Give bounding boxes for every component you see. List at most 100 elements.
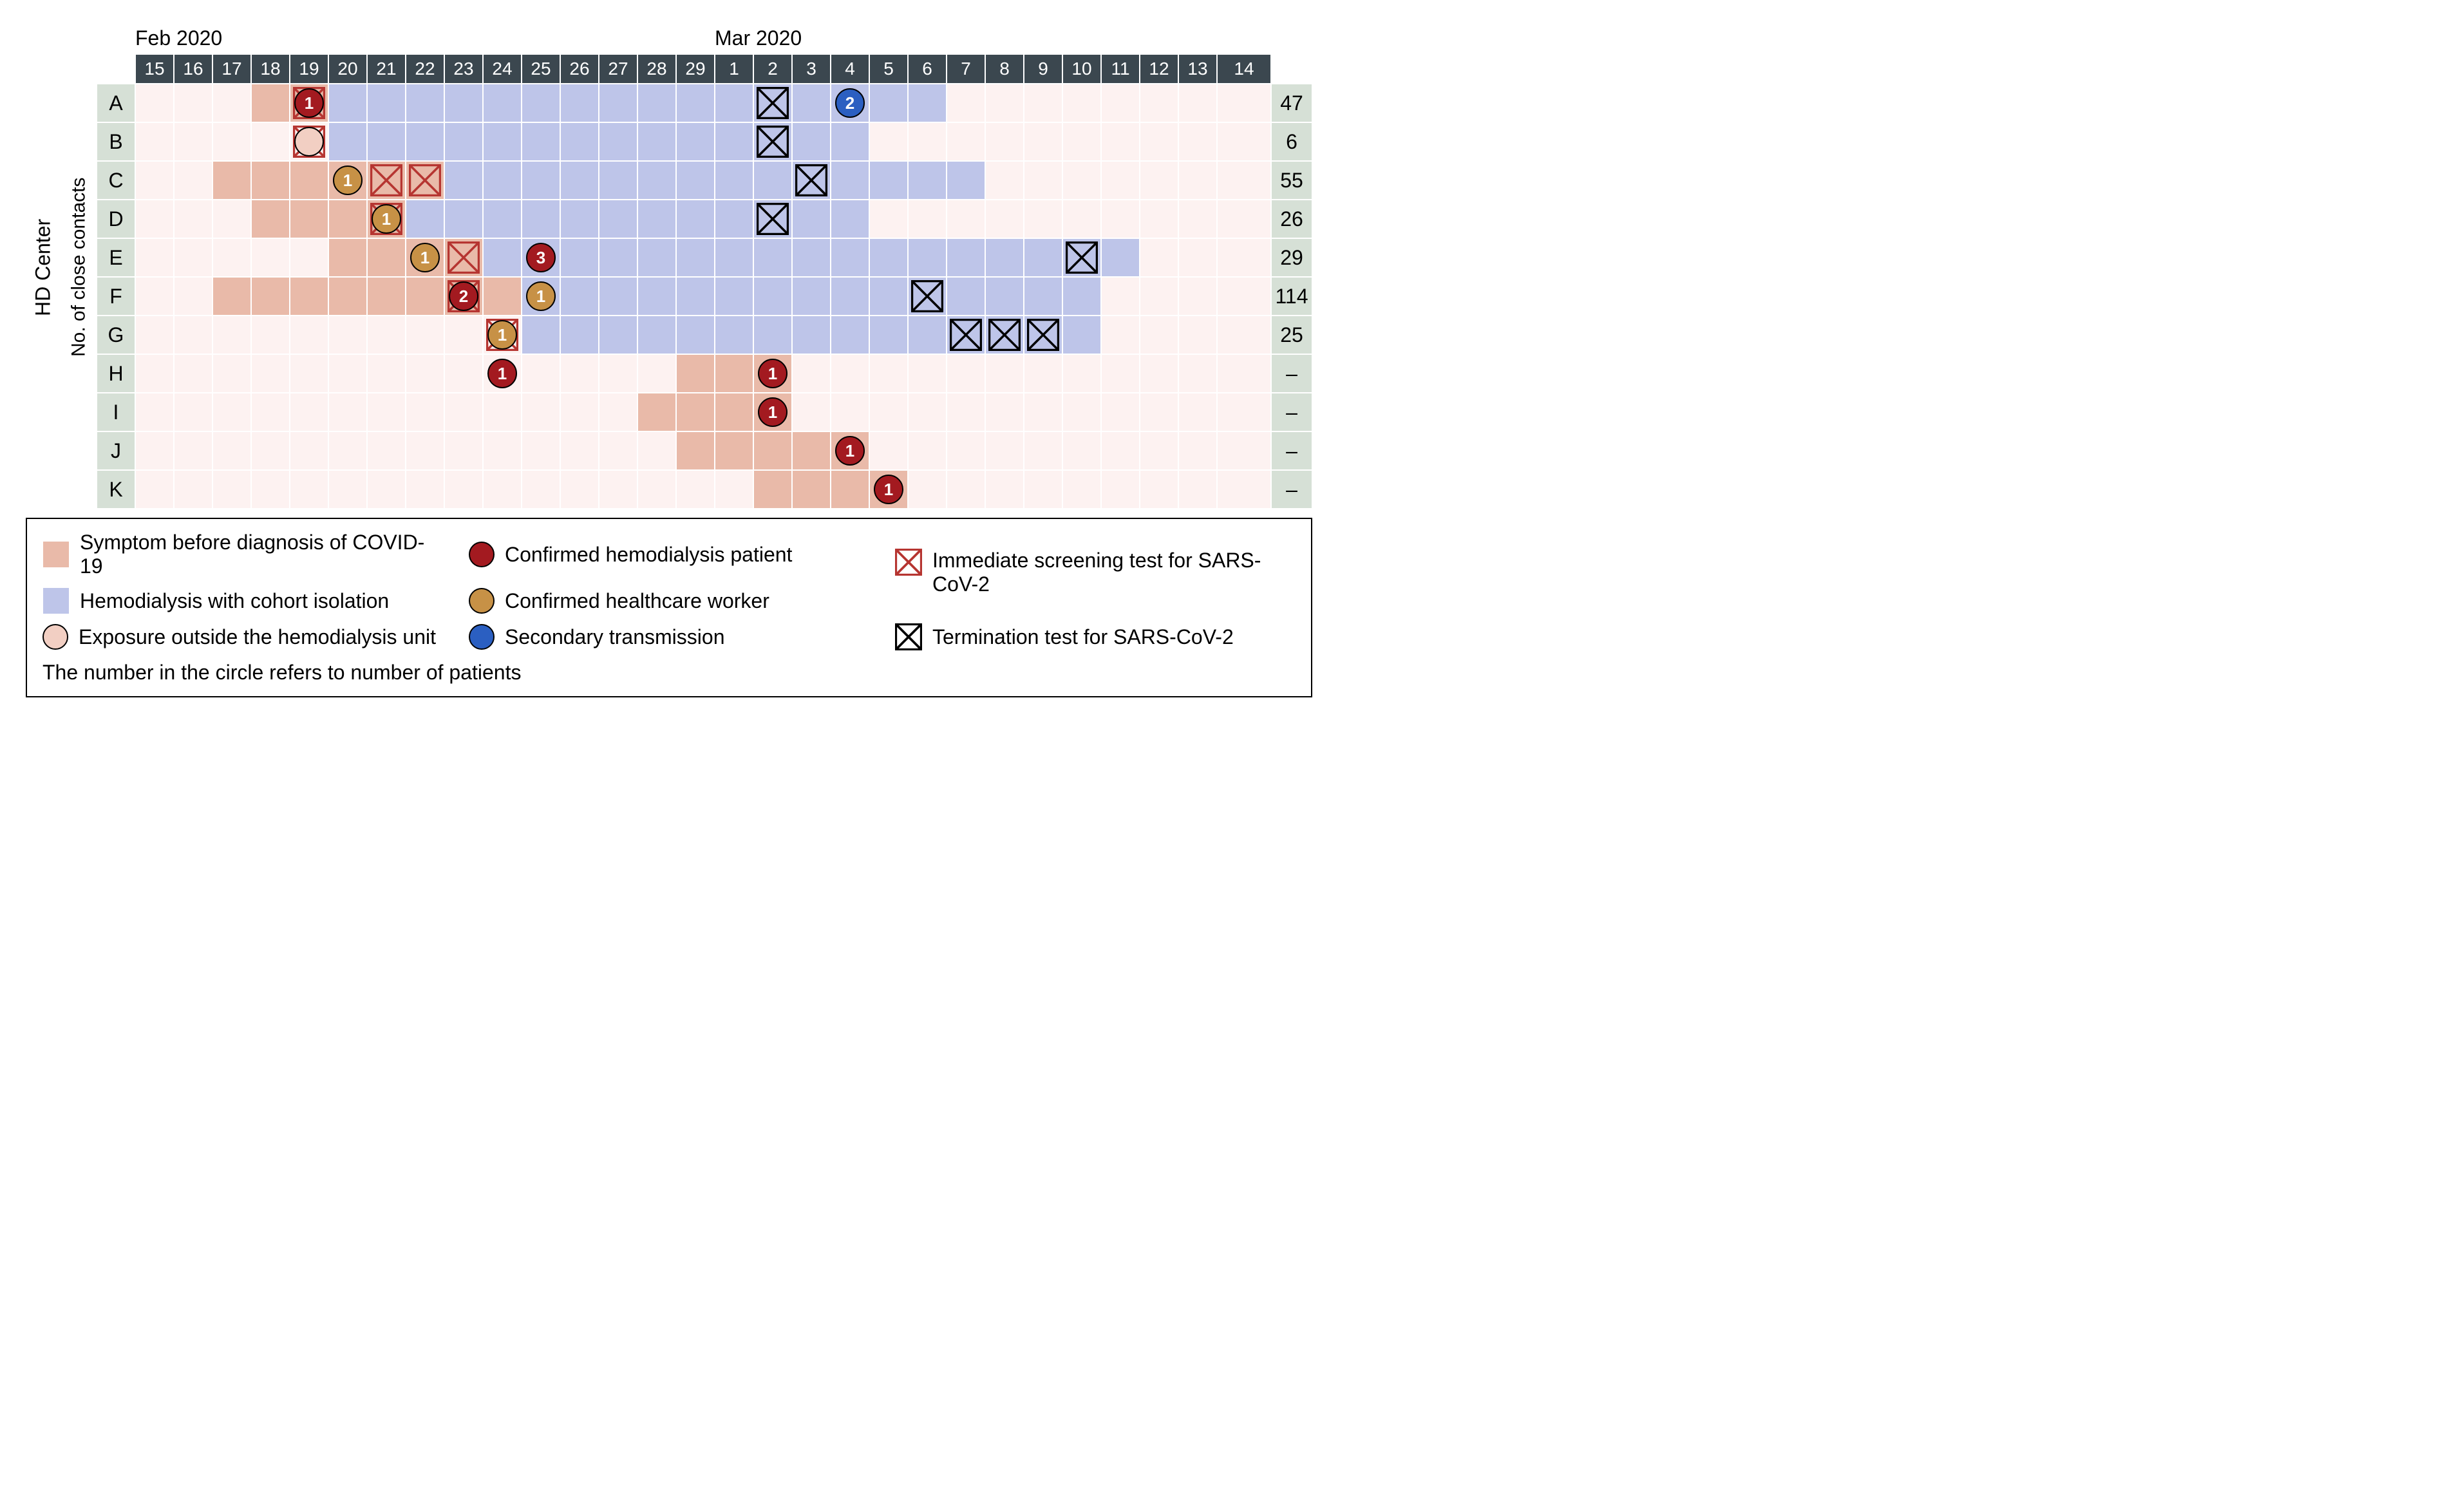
grid-cell xyxy=(444,316,483,354)
grid-cell xyxy=(1140,122,1178,161)
grid-cell xyxy=(212,200,251,238)
grid-cell xyxy=(212,122,251,161)
day-header: 26 xyxy=(560,54,599,84)
grid-cell xyxy=(869,277,908,316)
day-header: 21 xyxy=(367,54,406,84)
grid-cell xyxy=(290,161,328,200)
grid-cell xyxy=(212,393,251,431)
grid-cell xyxy=(1217,431,1271,470)
grid-cell xyxy=(522,431,560,470)
grid-cell xyxy=(290,316,328,354)
grid-cell xyxy=(328,200,367,238)
grid-cell xyxy=(599,393,637,431)
grid-cell xyxy=(753,122,792,161)
grid-cell xyxy=(560,470,599,509)
legend: Symptom before diagnosis of COVID-19 Con… xyxy=(26,518,1312,697)
grid-cell xyxy=(174,238,212,277)
grid-cell xyxy=(753,470,792,509)
case-circle: 1 xyxy=(294,88,324,118)
day-header: 25 xyxy=(522,54,560,84)
grid-cell xyxy=(483,161,522,200)
grid-cell xyxy=(831,161,869,200)
grid-cell xyxy=(947,277,985,316)
grid-cell: 1 xyxy=(522,277,560,316)
grid-cell xyxy=(174,316,212,354)
grid-cell xyxy=(1140,431,1178,470)
grid-cell xyxy=(1178,393,1217,431)
grid-cell xyxy=(522,84,560,122)
grid-cell xyxy=(637,277,676,316)
grid-cell xyxy=(1217,161,1271,200)
grid-cell xyxy=(908,431,947,470)
grid-cell: 1 xyxy=(483,316,522,354)
legend-note: The number in the circle refers to numbe… xyxy=(42,661,1296,685)
grid-cell xyxy=(367,277,406,316)
grid-cell xyxy=(1101,277,1140,316)
grid-cell xyxy=(328,277,367,316)
grid-cell xyxy=(1101,122,1140,161)
grid-cell xyxy=(560,277,599,316)
grid-cell xyxy=(1024,161,1062,200)
contacts-value: 25 xyxy=(1271,316,1312,354)
case-circle: 1 xyxy=(874,475,903,504)
termination-test-icon xyxy=(1066,241,1098,274)
case-circle: 2 xyxy=(835,88,865,118)
grid-cell xyxy=(483,431,522,470)
grid-cell xyxy=(947,354,985,393)
grid-cell xyxy=(135,200,174,238)
case-circle xyxy=(294,127,324,156)
grid-cell xyxy=(444,354,483,393)
grid-cell: 1 xyxy=(290,84,328,122)
grid-cell xyxy=(908,393,947,431)
grid-cell: 2 xyxy=(444,277,483,316)
grid-cell xyxy=(174,470,212,509)
grid-cell xyxy=(831,393,869,431)
case-circle: 1 xyxy=(487,359,517,388)
center-label: D xyxy=(97,200,135,238)
grid-cell xyxy=(1140,277,1178,316)
grid-cell xyxy=(1101,84,1140,122)
grid-cell xyxy=(406,200,444,238)
day-header: 6 xyxy=(908,54,947,84)
grid-cell xyxy=(406,431,444,470)
legend-secondary: Secondary transmission xyxy=(469,624,869,650)
grid-cell xyxy=(599,161,637,200)
grid-cell: 2 xyxy=(831,84,869,122)
grid-cell xyxy=(1024,316,1062,354)
grid-cell xyxy=(792,470,831,509)
grid-cell xyxy=(908,238,947,277)
grid-cell xyxy=(908,122,947,161)
grid-cell xyxy=(290,277,328,316)
termination-test-icon xyxy=(988,319,1021,351)
grid-cell xyxy=(367,238,406,277)
grid-cell xyxy=(908,161,947,200)
grid-cell xyxy=(792,122,831,161)
grid-cell xyxy=(444,200,483,238)
grid-cell xyxy=(1062,277,1101,316)
grid-cell xyxy=(985,354,1024,393)
grid-cell xyxy=(560,316,599,354)
legend-confirmed-patient: Confirmed hemodialysis patient xyxy=(469,542,869,567)
grid-cell xyxy=(1217,354,1271,393)
grid-cell xyxy=(831,316,869,354)
grid-cell xyxy=(1101,470,1140,509)
day-header: 13 xyxy=(1178,54,1217,84)
grid-cell xyxy=(1101,431,1140,470)
day-header: 15 xyxy=(135,54,174,84)
legend-symptom: Symptom before diagnosis of COVID-19 xyxy=(42,531,443,578)
grid-cell xyxy=(290,431,328,470)
grid-cell xyxy=(1062,393,1101,431)
grid-cell xyxy=(753,238,792,277)
grid-cell xyxy=(908,200,947,238)
grid-cell xyxy=(1217,316,1271,354)
grid-cell xyxy=(522,122,560,161)
grid-cell xyxy=(753,84,792,122)
grid-cell xyxy=(406,316,444,354)
grid-cell xyxy=(560,354,599,393)
grid-cell xyxy=(251,470,290,509)
legend-immediate: Immediate screening test for SARS-CoV-2 xyxy=(895,549,1296,596)
grid-cell xyxy=(212,316,251,354)
grid-cell xyxy=(1024,393,1062,431)
grid-cell xyxy=(869,393,908,431)
grid-cell xyxy=(676,277,715,316)
